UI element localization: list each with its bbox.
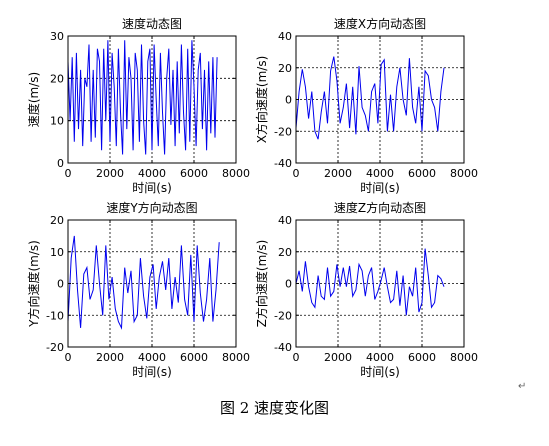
x-tick-label: 2000 [324,351,352,364]
x-axis-label: 时间(s) [132,365,172,379]
subplot-4: 0 2000 4000 6000 8000 -40 -20 0 20 40 速度Z方向动态图时间(s… [254,200,478,379]
y-tick-label: -20 [46,341,64,354]
series-line-1 [67,40,218,155]
figure-caption: 图 2 速度变化图 [219,399,330,417]
y-tick-label: -40 [274,157,292,170]
y-tick-label: 0 [57,157,64,170]
x-tick-label: 0 [293,351,300,364]
series-line-1 [295,248,445,316]
x-tick-label: 6000 [408,167,436,180]
x-axis-label: 时间(s) [132,181,172,195]
y-tick-label: 20 [278,246,292,259]
x-tick-label: 4000 [138,167,166,180]
x-tick-label: 2000 [96,351,124,364]
x-tick-label: 8000 [222,351,250,364]
x-tick-label: 2000 [96,167,124,180]
subplot-2: 0 2000 4000 6000 8000 -40 -20 0 20 40 速度X方向动态图时间(s… [254,16,478,195]
x-axis-label: 时间(s) [360,365,400,379]
chart-title: 速度Z方向动态图 [334,200,426,215]
y-tick-label: 30 [50,30,64,43]
y-tick-label: 40 [278,30,292,43]
y-tick-label: 10 [50,246,64,259]
x-tick-label: 4000 [366,167,394,180]
x-tick-label: 8000 [222,167,250,180]
x-tick-label: 2000 [324,167,352,180]
chart-title: 速度Y方向动态图 [106,200,197,215]
y-tick-label: 40 [278,214,292,227]
subplot-3: 0 2000 4000 6000 8000 -20 -10 0 10 20 速度Y方向动态图时间(s… [26,200,250,379]
y-axis-label: Y方向速度(m/s) [26,240,41,328]
series-line-1 [67,235,220,330]
paragraph-mark: ↵ [518,381,527,392]
x-tick-label: 6000 [180,167,208,180]
series-line-1 [295,56,445,140]
y-tick-label: 20 [50,214,64,227]
chart-title: 速度X方向动态图 [334,16,426,31]
x-tick-label: 4000 [138,351,166,364]
y-tick-label: 0 [57,278,64,291]
x-tick-label: 0 [65,167,72,180]
y-axis-label: X方向速度(m/s) [254,56,269,144]
x-tick-label: 8000 [450,167,478,180]
y-axis-label: Z方向速度(m/s) [254,240,269,328]
y-tick-label: 20 [278,62,292,75]
y-tick-label: -40 [274,341,292,354]
y-tick-label: 10 [50,115,64,128]
y-tick-label: 20 [50,72,64,85]
chart-title: 速度动态图 [122,16,182,31]
x-tick-label: 8000 [450,351,478,364]
y-tick-label: -20 [274,125,292,138]
y-tick-label: -10 [46,309,64,322]
x-tick-label: 4000 [366,351,394,364]
x-tick-label: 6000 [180,351,208,364]
y-tick-label: 0 [285,94,292,107]
x-tick-label: 0 [293,167,300,180]
y-tick-label: 0 [285,278,292,291]
x-tick-label: 6000 [408,351,436,364]
x-axis-label: 时间(s) [360,181,400,195]
y-axis-label: 速度(m/s) [26,72,41,127]
x-tick-label: 0 [65,351,72,364]
y-tick-label: -20 [274,309,292,322]
